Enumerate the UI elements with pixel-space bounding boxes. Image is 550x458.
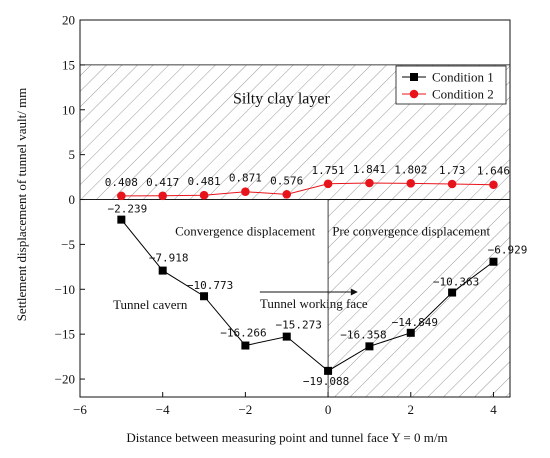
x-tick-label: −2 (238, 402, 252, 417)
legend-square-marker-icon (410, 73, 418, 81)
data-label: −19.088 (303, 375, 349, 388)
annotation-convergence-displacement: Convergence displacement (175, 223, 316, 238)
data-point-condition-1 (117, 215, 126, 224)
data-label: −10.773 (187, 279, 233, 292)
y-tick-label: −15 (55, 327, 75, 342)
working-face-arrow-icon (259, 288, 358, 296)
plot-frame (79, 19, 511, 398)
y-tick-label: −5 (61, 237, 75, 252)
data-label: −10.363 (433, 276, 479, 289)
arrow-head-icon (350, 288, 358, 296)
x-tick-label: −4 (156, 402, 170, 417)
data-label: 1.802 (394, 163, 427, 176)
data-point-condition-2 (241, 187, 250, 197)
data-point-condition-2 (199, 190, 209, 200)
y-tick-label: −20 (55, 372, 75, 387)
x-tick-label: −6 (73, 402, 87, 417)
data-label: 0.871 (229, 172, 262, 185)
data-point-condition-2 (406, 179, 416, 188)
data-point-condition-1 (158, 266, 167, 275)
data-label: 0.417 (146, 176, 179, 189)
legend: Condition 1 Condition 2 (395, 65, 507, 105)
data-label: −15.273 (276, 319, 322, 332)
annotation-pre-convergence-displacement: Pre convergence displacement (332, 223, 490, 238)
data-label: −2.239 (107, 203, 147, 216)
data-point-condition-2 (323, 179, 333, 189)
data-point-condition-1 (282, 332, 291, 341)
data-point-condition-1 (324, 366, 333, 375)
y-tick-label: 15 (62, 57, 75, 72)
x-tick-label: 0 (325, 402, 332, 417)
y-tick-label: 20 (62, 13, 75, 28)
data-point-condition-2 (282, 190, 292, 199)
data-point-condition-1 (241, 341, 250, 350)
data-point-condition-1 (365, 342, 374, 351)
y-tick-label: 5 (69, 147, 76, 162)
data-point-condition-1 (448, 288, 457, 297)
data-label: −7.918 (149, 252, 189, 265)
data-label: 1.73 (439, 164, 466, 177)
data-point-condition-2 (158, 191, 167, 201)
legend-circle-marker-icon (409, 89, 419, 99)
pre-convergence-region (327, 199, 511, 398)
data-point-condition-1 (489, 257, 498, 266)
x-tick-label: 4 (490, 402, 497, 417)
y-tick-label: 0 (69, 192, 76, 207)
annotation-silty-clay-layer: Silty clay layer (233, 90, 331, 107)
data-label: 0.576 (270, 174, 303, 187)
annotation-tunnel-working-face: Tunnel working face (260, 296, 368, 311)
x-tick-label: 2 (408, 402, 415, 417)
data-label: 0.408 (105, 176, 138, 189)
annotation-tunnel-cavern: Tunnel cavern (113, 297, 188, 312)
data-point-condition-2 (489, 180, 498, 190)
data-point-condition-1 (200, 292, 209, 301)
data-point-condition-1 (406, 328, 415, 337)
series-line-1 (120, 219, 494, 372)
data-label: −6.929 (488, 244, 528, 257)
data-point-condition-2 (365, 178, 374, 188)
y-tick-label: −10 (55, 282, 75, 297)
data-label: −16.266 (220, 327, 266, 340)
data-label: 1.751 (312, 164, 345, 177)
data-label: −16.358 (340, 328, 386, 341)
legend-label: Condition 2 (432, 87, 494, 102)
data-label: 1.841 (353, 163, 386, 176)
data-label: 0.481 (187, 175, 220, 188)
data-label: −14.849 (392, 316, 438, 329)
x-axis-label: Distance between measuring point and tun… (126, 430, 447, 445)
data-point-condition-2 (117, 191, 126, 201)
y-axis-label: Settlement displacement of tunnel vault/… (14, 88, 29, 322)
series-line-2 (121, 182, 494, 197)
legend-label: Condition 1 (432, 70, 494, 85)
data-point-condition-2 (447, 179, 457, 189)
data-label: 1.646 (477, 165, 510, 178)
y-tick-label: 10 (62, 102, 75, 117)
